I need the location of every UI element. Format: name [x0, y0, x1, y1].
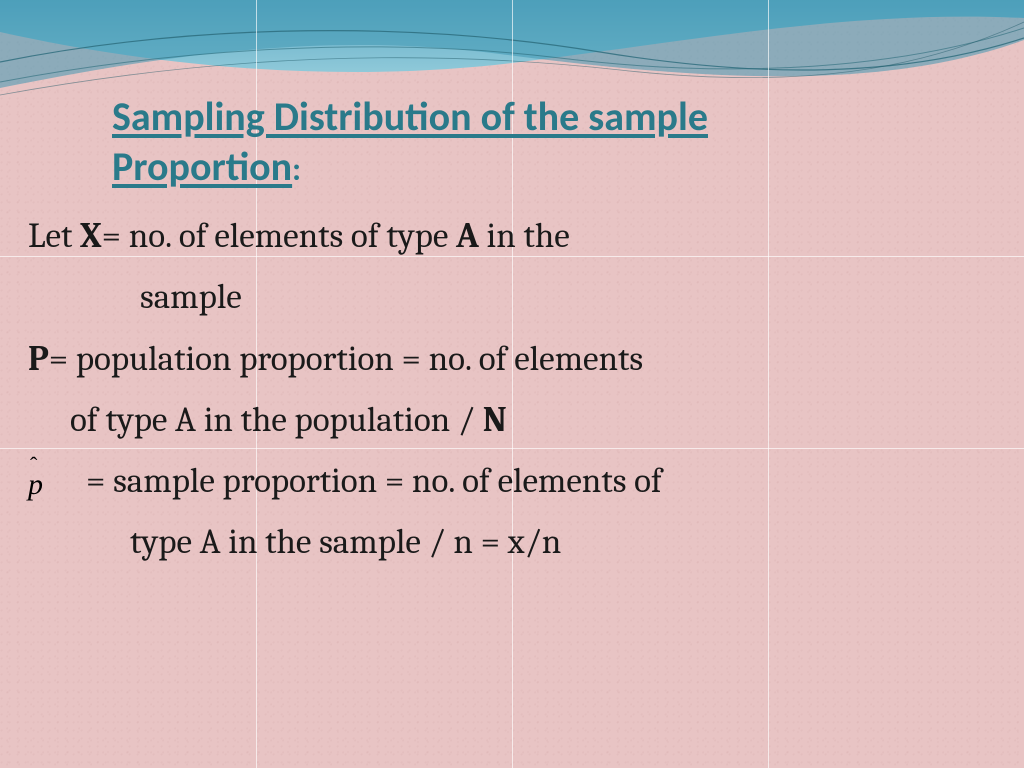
body-line-5: = sample proportion = no. of elements of [28, 450, 988, 511]
title-line1: Sampling Distribution of the sample [112, 92, 708, 141]
slide-body: Let X= no. of elements of type A in the … [28, 205, 988, 573]
title-colon: : [292, 150, 301, 190]
p-hat-symbol: p [28, 468, 43, 502]
slide: Sampling Distribution of the sample Prop… [0, 0, 1024, 768]
body-line-2: sample [28, 266, 988, 327]
body-line-3: P= population proportion = no. of elemen… [28, 328, 988, 389]
body-line-6: type A in the sample / n = x/n [28, 511, 988, 572]
body-line-1: Let X= no. of elements of type A in the [28, 205, 988, 266]
title-line2: Proportion [112, 142, 292, 191]
slide-title: Sampling Distribution of the sample Prop… [112, 92, 892, 192]
body-line-4: of type A in the population / N [28, 389, 988, 450]
